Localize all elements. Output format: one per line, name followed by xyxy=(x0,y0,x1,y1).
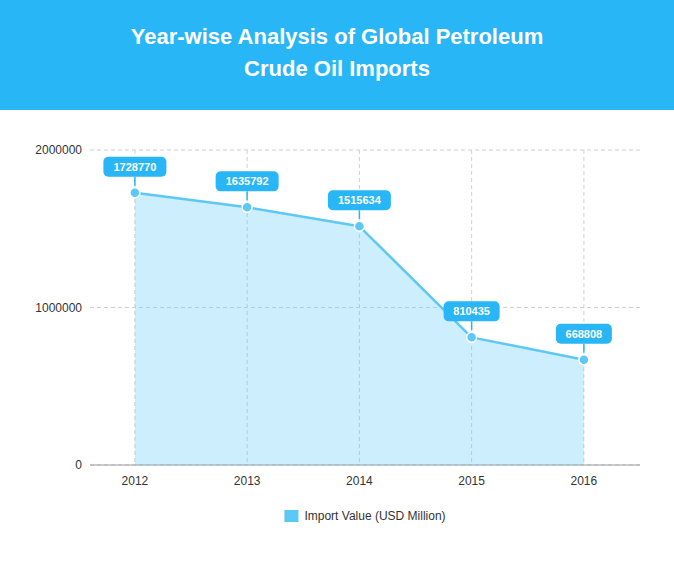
legend-swatch xyxy=(284,510,298,522)
data-label: 1635792 xyxy=(226,175,269,187)
point xyxy=(130,188,140,198)
x-tick-label: 2013 xyxy=(234,474,261,488)
callout-pointer xyxy=(583,344,585,353)
point xyxy=(467,332,477,342)
header-background xyxy=(0,0,674,110)
data-labels: 1728770 1635792 1515634 810435 668808 xyxy=(103,157,611,353)
x-tick-label: 2014 xyxy=(346,474,373,488)
data-label: 668808 xyxy=(566,328,603,340)
callout-box xyxy=(216,171,279,191)
y-tick-label: 2000000 xyxy=(35,143,82,157)
callout-box xyxy=(103,157,166,177)
callout-box xyxy=(328,190,391,210)
callout-box xyxy=(444,301,500,321)
callout-pointer xyxy=(471,321,473,330)
line xyxy=(135,193,584,360)
data-label: 1728770 xyxy=(113,161,156,173)
x-tick-label: 2012 xyxy=(122,474,149,488)
y-tick-label: 0 xyxy=(75,458,82,472)
callout-pointer xyxy=(246,191,248,200)
point xyxy=(354,221,364,231)
grid xyxy=(90,150,640,465)
x-tick-label: 2016 xyxy=(571,474,598,488)
data-label: 1515634 xyxy=(338,194,382,206)
header: Year-wise Analysis of Global Petroleum Cr… xyxy=(0,0,674,110)
subtitle: Crude Oil Imports xyxy=(244,56,430,81)
legend-label: Import Value (USD Million) xyxy=(304,509,445,523)
y-grid-line xyxy=(90,150,640,151)
x-tick-label: 2015 xyxy=(458,474,485,488)
y-tick-label: 1000000 xyxy=(35,301,82,315)
legend: Import Value (USD Million) xyxy=(284,509,445,523)
chart: Year-wise Analysis of Global Petroleum Cr… xyxy=(0,0,674,562)
point xyxy=(242,202,252,212)
title: Year-wise Analysis of Global Petroleum xyxy=(131,24,543,49)
callout-pointer xyxy=(134,177,136,186)
callout-pointer xyxy=(359,210,361,219)
area xyxy=(135,193,584,465)
plot-area xyxy=(130,188,589,465)
callout-box xyxy=(556,324,612,344)
data-label: 810435 xyxy=(453,305,490,317)
point xyxy=(579,355,589,365)
